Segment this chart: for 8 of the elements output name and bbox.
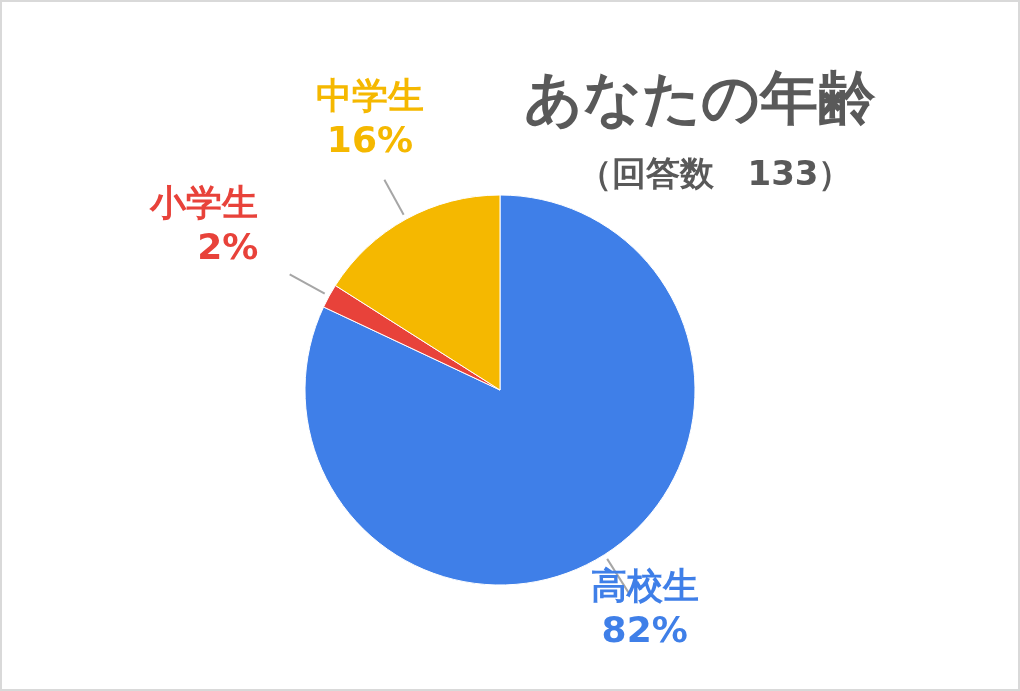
data-label: 2% <box>197 225 259 267</box>
slice-label: 小学生 <box>149 181 259 223</box>
slice-label: 中学生 <box>315 75 424 117</box>
slice-label: 高校生 <box>590 564 699 606</box>
chart-title: あなたの年齢 <box>524 64 876 132</box>
data-label: 16% <box>326 119 414 161</box>
data-label: 82% <box>601 608 688 650</box>
text: （回答数 133） <box>577 153 853 193</box>
